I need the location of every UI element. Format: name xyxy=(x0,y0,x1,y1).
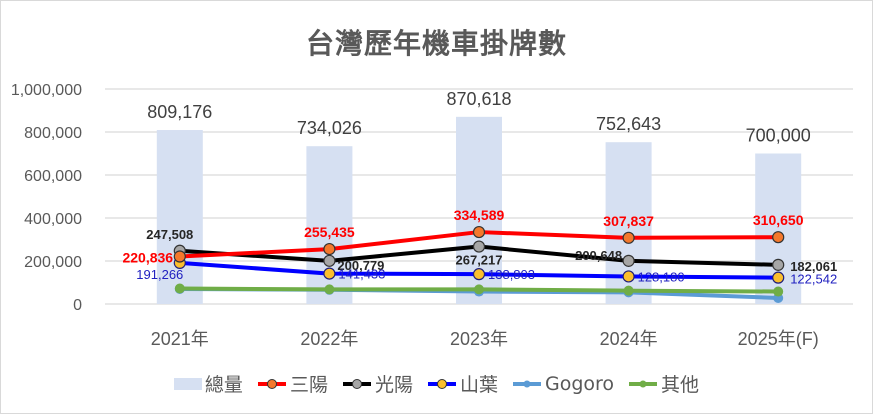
kymco-label: 200,779 xyxy=(337,258,384,273)
x-tick-label: 2024年 xyxy=(600,329,658,349)
legend-label: 山葉 xyxy=(459,374,498,396)
yamaha-label: 191,266 xyxy=(136,267,183,282)
sym-label: 334,589 xyxy=(454,207,505,223)
data-point xyxy=(323,267,336,280)
bar-value-label: 752,643 xyxy=(596,114,661,134)
yamaha-label: 128,180 xyxy=(638,269,685,284)
legend-line-marker-icon xyxy=(257,378,286,389)
y-tick-label: 800,000 xyxy=(24,125,82,142)
legend-item: Gogoro xyxy=(512,373,614,395)
bar-value-label: 734,026 xyxy=(297,118,362,138)
legend-line-marker-icon xyxy=(512,380,541,387)
bar-value-label: 809,176 xyxy=(147,102,212,122)
data-point xyxy=(472,225,486,239)
y-tick-label: 600,000 xyxy=(24,168,82,185)
kymco-label: 200,648 xyxy=(575,248,622,263)
kymco-label: 267,217 xyxy=(456,253,503,268)
yamaha-label: 138,803 xyxy=(488,267,535,282)
y-tick-label: 400,000 xyxy=(24,211,82,228)
x-tick-label: 2025年(F) xyxy=(738,329,819,349)
legend-line-marker-icon xyxy=(629,380,658,387)
legend-bar-swatch-icon xyxy=(173,377,202,390)
legend-label: Gogoro xyxy=(544,372,615,395)
data-point xyxy=(622,254,635,267)
data-point xyxy=(772,258,785,271)
y-tick-label: 200,000 xyxy=(24,254,82,271)
legend-item: 其他 xyxy=(628,370,699,397)
data-point xyxy=(472,240,486,253)
y-tick-label: 0 xyxy=(73,297,82,314)
yamaha-label: 122,542 xyxy=(790,272,837,287)
legend-line-marker-icon xyxy=(342,378,371,389)
kymco-label: 247,508 xyxy=(146,227,193,242)
data-point xyxy=(622,231,635,244)
legend-item: 山葉 xyxy=(427,370,498,397)
data-point xyxy=(623,285,634,296)
legend-label: 三陽 xyxy=(289,374,328,396)
sym-label: 307,837 xyxy=(603,213,654,229)
bar-total xyxy=(156,130,203,304)
bar-value-label: 700,000 xyxy=(746,126,811,146)
chart-legend: 總量 三陽 光陽 山葉 Gogoro 其他 xyxy=(0,370,873,397)
yamaha-label: 141,433 xyxy=(338,267,385,282)
legend-item: 總量 xyxy=(173,370,243,397)
data-point xyxy=(323,254,336,267)
chart-title: 台灣歷年機車掛牌數 xyxy=(305,27,567,60)
x-tick-label: 2023年 xyxy=(450,329,508,349)
sym-label: 220,836 xyxy=(122,250,173,266)
legend-line-marker-icon xyxy=(427,378,456,389)
data-point xyxy=(773,286,784,297)
data-point xyxy=(173,250,186,263)
x-tick-label: 2022年 xyxy=(300,329,358,349)
bar-value-label: 870,618 xyxy=(446,89,511,109)
legend-item: 三陽 xyxy=(257,370,328,397)
data-point xyxy=(474,284,484,295)
sym-label: 255,435 xyxy=(304,224,355,240)
data-point xyxy=(323,242,336,256)
x-tick-label: 2021年 xyxy=(151,329,209,349)
data-point xyxy=(472,268,486,281)
data-point xyxy=(772,271,785,284)
legend-label: 其他 xyxy=(661,374,700,396)
data-point xyxy=(324,284,335,295)
legend-label: 光陽 xyxy=(374,374,413,396)
y-tick-label: 1,000,000 xyxy=(11,82,82,99)
data-point xyxy=(622,270,635,283)
legend-item: 光陽 xyxy=(342,370,413,397)
data-point xyxy=(174,283,185,294)
legend-label: 總量 xyxy=(204,374,243,396)
sym-label: 310,650 xyxy=(753,212,804,228)
data-point xyxy=(772,231,785,244)
kymco-label: 182,061 xyxy=(790,259,837,274)
